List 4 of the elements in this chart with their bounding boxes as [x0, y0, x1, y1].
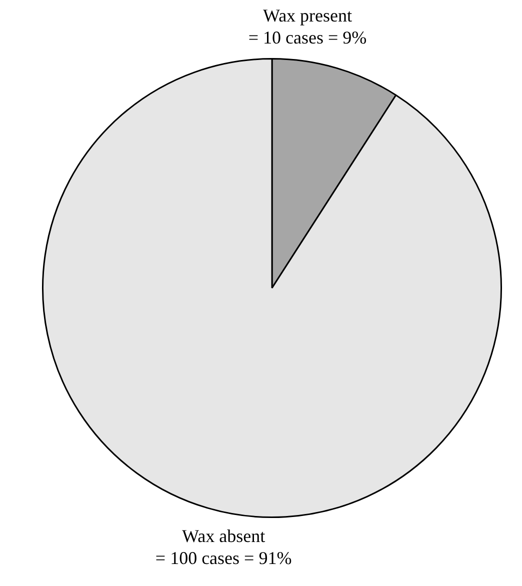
slice-label: Wax absent: [182, 526, 266, 546]
slice-label: Wax present: [263, 5, 352, 26]
data-label: = 100 cases = 91%: [155, 548, 292, 568]
data-label: = 10 cases = 9%: [248, 27, 367, 48]
